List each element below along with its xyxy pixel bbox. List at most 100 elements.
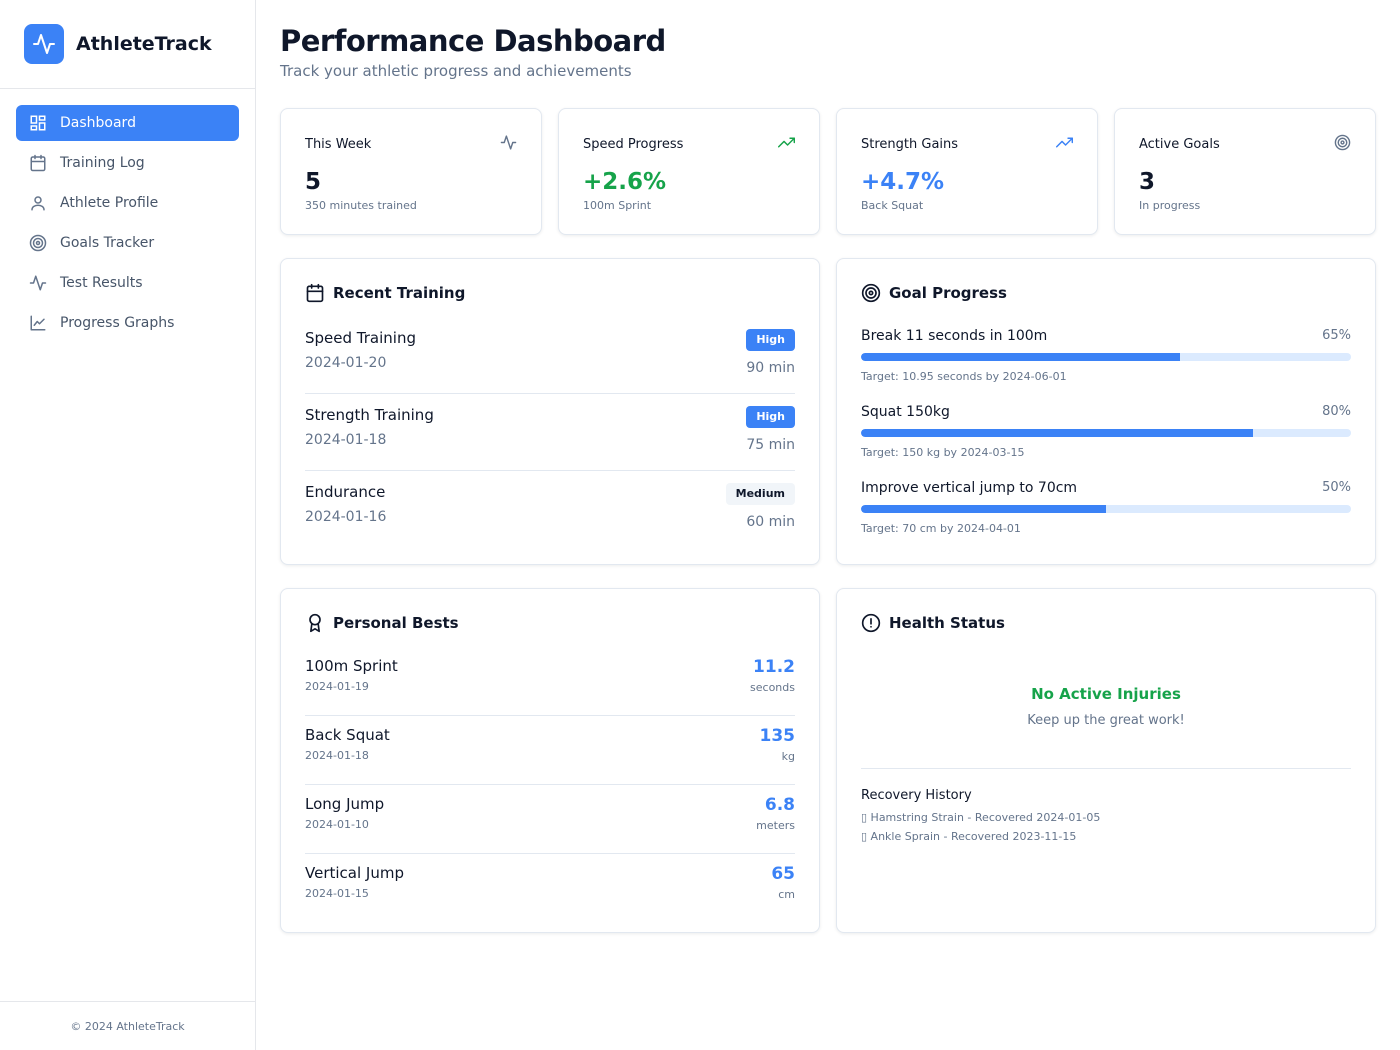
stat-sub: Back Squat (861, 199, 924, 212)
pb-date: 2024-01-19 (305, 680, 369, 693)
goal-list: Break 11 seconds in 100m 65% Target: 10.… (861, 328, 1351, 556)
section-title: Goal Progress (861, 283, 1351, 303)
pb-value: 6.8 (764, 795, 795, 815)
sidebar-nav: Dashboard Training Log Athlete Profile G… (0, 89, 255, 361)
stat-label: This Week (305, 137, 372, 152)
target-icon (28, 233, 48, 253)
intensity-badge: High (746, 329, 795, 351)
pb-event: Back Squat (305, 726, 390, 744)
goal-progress-card: Goal Progress Break 11 seconds in 100m 6… (836, 258, 1376, 565)
section-title: Health Status (861, 613, 1351, 633)
section-title-label: Recent Training (333, 284, 466, 302)
stat-sub: 350 minutes trained (305, 199, 417, 212)
stat-sub: 100m Sprint (583, 199, 652, 212)
section-title: Recent Training (305, 283, 795, 303)
goal-target: Target: 70 cm by 2024-04-01 (861, 522, 1021, 535)
goal-progress-bar (861, 429, 1351, 437)
goal-item[interactable]: Improve vertical jump to 70cm 50% Target… (861, 480, 1351, 556)
recovery-title: Recovery History (861, 788, 972, 803)
stat-card-active-goals: Active Goals 3 In progress (1114, 108, 1376, 235)
stat-value: 3 (1139, 169, 1156, 195)
section-title: Personal Bests (305, 613, 795, 633)
pb-event: Vertical Jump (305, 864, 404, 882)
pb-unit: seconds (750, 681, 795, 694)
user-icon (28, 193, 48, 213)
brand[interactable]: AthleteTrack (0, 0, 255, 89)
pb-value: 11.2 (753, 657, 795, 677)
pb-value: 65 (771, 864, 795, 884)
sidebar-item-label: Test Results (60, 275, 143, 291)
pb-date: 2024-01-10 (305, 818, 369, 831)
page-subtitle: Track your athletic progress and achieve… (280, 62, 632, 80)
recovery-history: Recovery History ▯ Hamstring Strain - Re… (861, 768, 1351, 843)
intensity-badge: Medium (725, 483, 795, 505)
alert-circle-icon (861, 613, 881, 633)
personal-best-row[interactable]: Vertical Jump 2024-01-15 65 cm (305, 854, 795, 923)
goal-target: Target: 10.95 seconds by 2024-06-01 (861, 370, 1067, 383)
personal-best-row[interactable]: 100m Sprint 2024-01-19 11.2 seconds (305, 647, 795, 716)
training-duration: 75 min (746, 437, 795, 453)
stat-card-speed-progress: Speed Progress +2.6% 100m Sprint (558, 108, 820, 235)
personal-best-row[interactable]: Back Squat 2024-01-18 135 kg (305, 716, 795, 785)
activity-logo-icon (24, 24, 64, 64)
goal-name: Squat 150kg (861, 404, 950, 420)
trending-up-icon (1056, 134, 1073, 155)
sidebar-item-label: Dashboard (60, 115, 136, 131)
training-name: Strength Training (305, 406, 434, 424)
training-duration: 60 min (746, 514, 795, 530)
training-row[interactable]: Speed Training 2024-01-20 High 90 min (305, 317, 795, 394)
sidebar: AthleteTrack Dashboard Training Log Athl… (0, 0, 256, 1050)
training-row[interactable]: Strength Training 2024-01-18 High 75 min (305, 394, 795, 471)
line-chart-icon (28, 313, 48, 333)
recovery-item: ▯ Ankle Sprain - Recovered 2023-11-15 (861, 830, 1077, 843)
section-title-label: Personal Bests (333, 614, 459, 632)
sidebar-item-label: Athlete Profile (60, 195, 159, 211)
activity-icon (500, 134, 517, 155)
sidebar-item-training-log[interactable]: Training Log (16, 145, 239, 181)
goal-name: Break 11 seconds in 100m (861, 328, 1048, 344)
pb-unit: cm (778, 888, 795, 901)
training-date: 2024-01-20 (305, 355, 387, 371)
goal-item[interactable]: Break 11 seconds in 100m 65% Target: 10.… (861, 328, 1351, 404)
stat-value: +2.6% (583, 169, 667, 195)
sidebar-item-test-results[interactable]: Test Results (16, 265, 239, 301)
stat-label: Speed Progress (583, 137, 684, 152)
pb-date: 2024-01-15 (305, 887, 369, 900)
sidebar-item-progress-graphs[interactable]: Progress Graphs (16, 305, 239, 341)
sidebar-item-label: Goals Tracker (60, 235, 155, 251)
personal-best-row[interactable]: Long Jump 2024-01-10 6.8 meters (305, 785, 795, 854)
dashboard-grid-icon (28, 113, 48, 133)
pb-event: 100m Sprint (305, 657, 398, 675)
training-row[interactable]: Endurance 2024-01-16 Medium 60 min (305, 471, 795, 548)
section-title-label: Goal Progress (889, 284, 1007, 302)
goal-item[interactable]: Squat 150kg 80% Target: 150 kg by 2024-0… (861, 404, 1351, 480)
stat-card-this-week: This Week 5 350 minutes trained (280, 108, 542, 235)
stat-label: Strength Gains (861, 137, 959, 152)
pb-unit: kg (781, 750, 795, 763)
goal-percent: 50% (1322, 480, 1351, 495)
calendar-icon (28, 153, 48, 173)
brand-name: AthleteTrack (76, 33, 212, 55)
pb-date: 2024-01-18 (305, 749, 369, 762)
pb-event: Long Jump (305, 795, 385, 813)
training-date: 2024-01-16 (305, 509, 387, 525)
activity-icon (28, 273, 48, 293)
goal-progress-bar (861, 505, 1351, 513)
training-name: Endurance (305, 483, 386, 501)
health-message: Keep up the great work! (1027, 713, 1185, 728)
sidebar-item-athlete-profile[interactable]: Athlete Profile (16, 185, 239, 221)
pb-unit: meters (756, 819, 795, 832)
recent-training-card: Recent Training Speed Training 2024-01-2… (280, 258, 820, 565)
stat-sub: In progress (1139, 199, 1201, 212)
goal-percent: 65% (1322, 328, 1351, 343)
sidebar-item-dashboard[interactable]: Dashboard (16, 105, 239, 141)
sidebar-item-goals-tracker[interactable]: Goals Tracker (16, 225, 239, 261)
health-status-card: Health Status No Active Injuries Keep up… (836, 588, 1376, 933)
goal-percent: 80% (1322, 404, 1351, 419)
recovery-item: ▯ Hamstring Strain - Recovered 2024-01-0… (861, 811, 1101, 824)
stat-label: Active Goals (1139, 137, 1220, 152)
trending-up-icon (778, 134, 795, 155)
stat-card-strength-gains: Strength Gains +4.7% Back Squat (836, 108, 1098, 235)
stat-value: 5 (305, 169, 322, 195)
target-icon (861, 283, 881, 303)
